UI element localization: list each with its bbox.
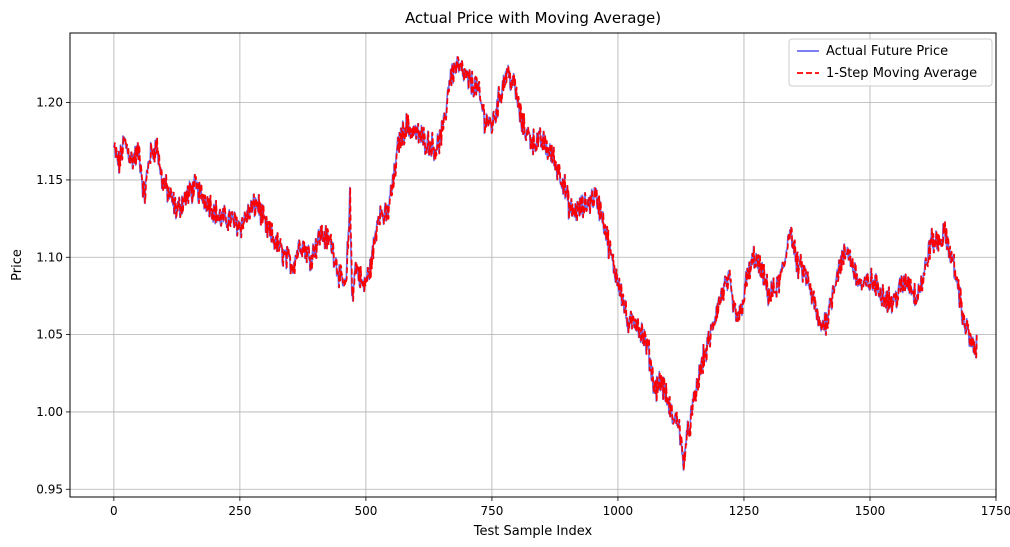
- plot-frame: [69, 32, 997, 498]
- x-tick-label: 1500: [855, 504, 886, 518]
- x-axis-label: Test Sample Index: [473, 524, 593, 539]
- y-tick-label: 1.15: [36, 173, 63, 187]
- y-axis-label: Price: [10, 249, 25, 281]
- x-tick-label: 1250: [729, 504, 760, 518]
- x-tick-label: 250: [228, 504, 251, 518]
- x-tick-label: 500: [354, 504, 377, 518]
- x-tick-label: 750: [480, 504, 503, 518]
- y-tick-label: 1.10: [36, 250, 63, 264]
- y-tick-label: 1.05: [36, 328, 63, 342]
- legend-label-actual: Actual Future Price: [826, 44, 948, 59]
- legend: Actual Future Price 1-Step Moving Averag…: [788, 38, 993, 87]
- y-tick-label: 0.95: [36, 482, 63, 496]
- chart-title: Actual Price with Moving Average): [405, 9, 661, 27]
- legend-label-moving-average: 1-Step Moving Average: [826, 66, 977, 81]
- series-1-step-moving-average: [113, 56, 978, 471]
- tick-layer: 0 250 500 750 1000 1250 1500 1750 0.95 1.00 1.05 1.…: [36, 96, 1010, 518]
- series-layer: [113, 56, 978, 471]
- x-tick-label: 0: [110, 504, 118, 518]
- y-tick-label: 1.00: [36, 405, 63, 419]
- x-tick-label: 1000: [603, 504, 634, 518]
- legend-box: [788, 38, 993, 87]
- y-tick-label: 1.20: [36, 96, 63, 110]
- x-tick-label: 1750: [981, 504, 1010, 518]
